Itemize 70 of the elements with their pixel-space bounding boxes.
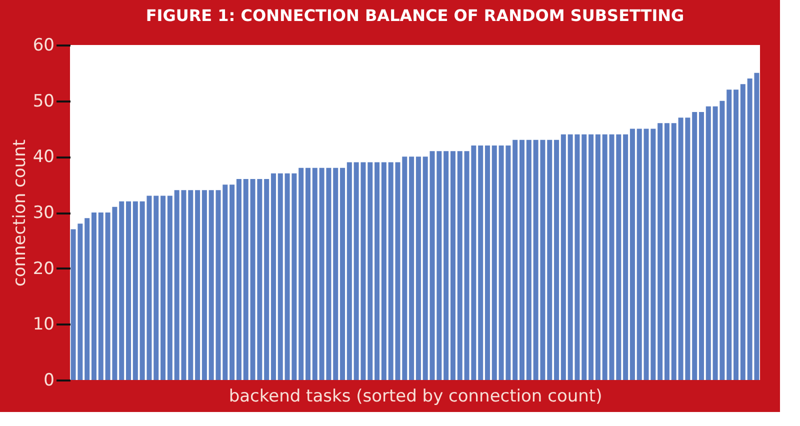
y-tick-label: 50 xyxy=(32,91,54,112)
bar xyxy=(623,134,628,380)
bar xyxy=(202,190,207,380)
bar xyxy=(588,134,594,380)
bar xyxy=(560,134,566,380)
bar xyxy=(547,140,552,380)
bar xyxy=(243,179,248,380)
bar xyxy=(692,112,698,380)
bar xyxy=(526,140,532,380)
bar xyxy=(636,128,642,380)
bar xyxy=(270,173,276,380)
bar xyxy=(698,112,704,380)
bar xyxy=(409,156,414,380)
bar xyxy=(84,218,90,380)
bar xyxy=(188,190,194,380)
bar xyxy=(664,123,670,380)
bar xyxy=(98,212,104,380)
bar xyxy=(346,162,352,380)
bar xyxy=(554,140,560,380)
bar xyxy=(91,212,96,380)
bar xyxy=(298,168,304,380)
y-tick-label: 40 xyxy=(32,147,54,168)
bar xyxy=(264,179,270,380)
bar xyxy=(457,151,462,380)
bar xyxy=(154,196,159,380)
bar xyxy=(740,84,746,380)
bar xyxy=(208,190,214,380)
y-tick-label: 20 xyxy=(32,258,54,279)
bar xyxy=(312,168,318,380)
bar xyxy=(512,140,518,380)
bar xyxy=(595,134,600,380)
bar xyxy=(160,196,166,380)
bar xyxy=(422,156,428,380)
bar xyxy=(340,168,346,380)
bar xyxy=(734,90,739,380)
bar xyxy=(374,162,380,380)
bar xyxy=(450,151,456,380)
bar xyxy=(368,162,373,380)
bar xyxy=(381,162,386,380)
bar xyxy=(616,134,622,380)
bar xyxy=(132,201,138,380)
bar xyxy=(126,201,132,380)
bar xyxy=(484,146,490,380)
x-axis-title: backend tasks (sorted by connection count) xyxy=(228,386,602,406)
bar xyxy=(416,156,421,380)
bar xyxy=(444,151,449,380)
bar xyxy=(195,190,200,380)
bar xyxy=(658,123,663,380)
bar xyxy=(402,156,408,380)
y-tick-label: 10 xyxy=(32,314,54,335)
bar xyxy=(706,106,711,380)
bar xyxy=(726,90,732,380)
y-tick-label: 60 xyxy=(32,36,54,56)
bar xyxy=(333,168,338,380)
bar xyxy=(278,173,283,380)
bar xyxy=(236,179,242,380)
bar xyxy=(119,201,124,380)
bar xyxy=(582,134,587,380)
y-tick-label: 0 xyxy=(44,370,54,390)
bar xyxy=(478,146,484,380)
bar xyxy=(167,196,172,380)
y-tick-label: 30 xyxy=(32,203,54,223)
bar xyxy=(230,184,235,380)
chart-title: FIGURE 1: CONNECTION BALANCE OF RANDOM SUBSETTING xyxy=(146,6,684,25)
bar xyxy=(305,168,310,380)
bar xyxy=(671,123,676,380)
bar xyxy=(520,140,525,380)
bar xyxy=(630,128,635,380)
bar xyxy=(492,146,497,380)
y-axis-title: connection count xyxy=(10,139,30,287)
